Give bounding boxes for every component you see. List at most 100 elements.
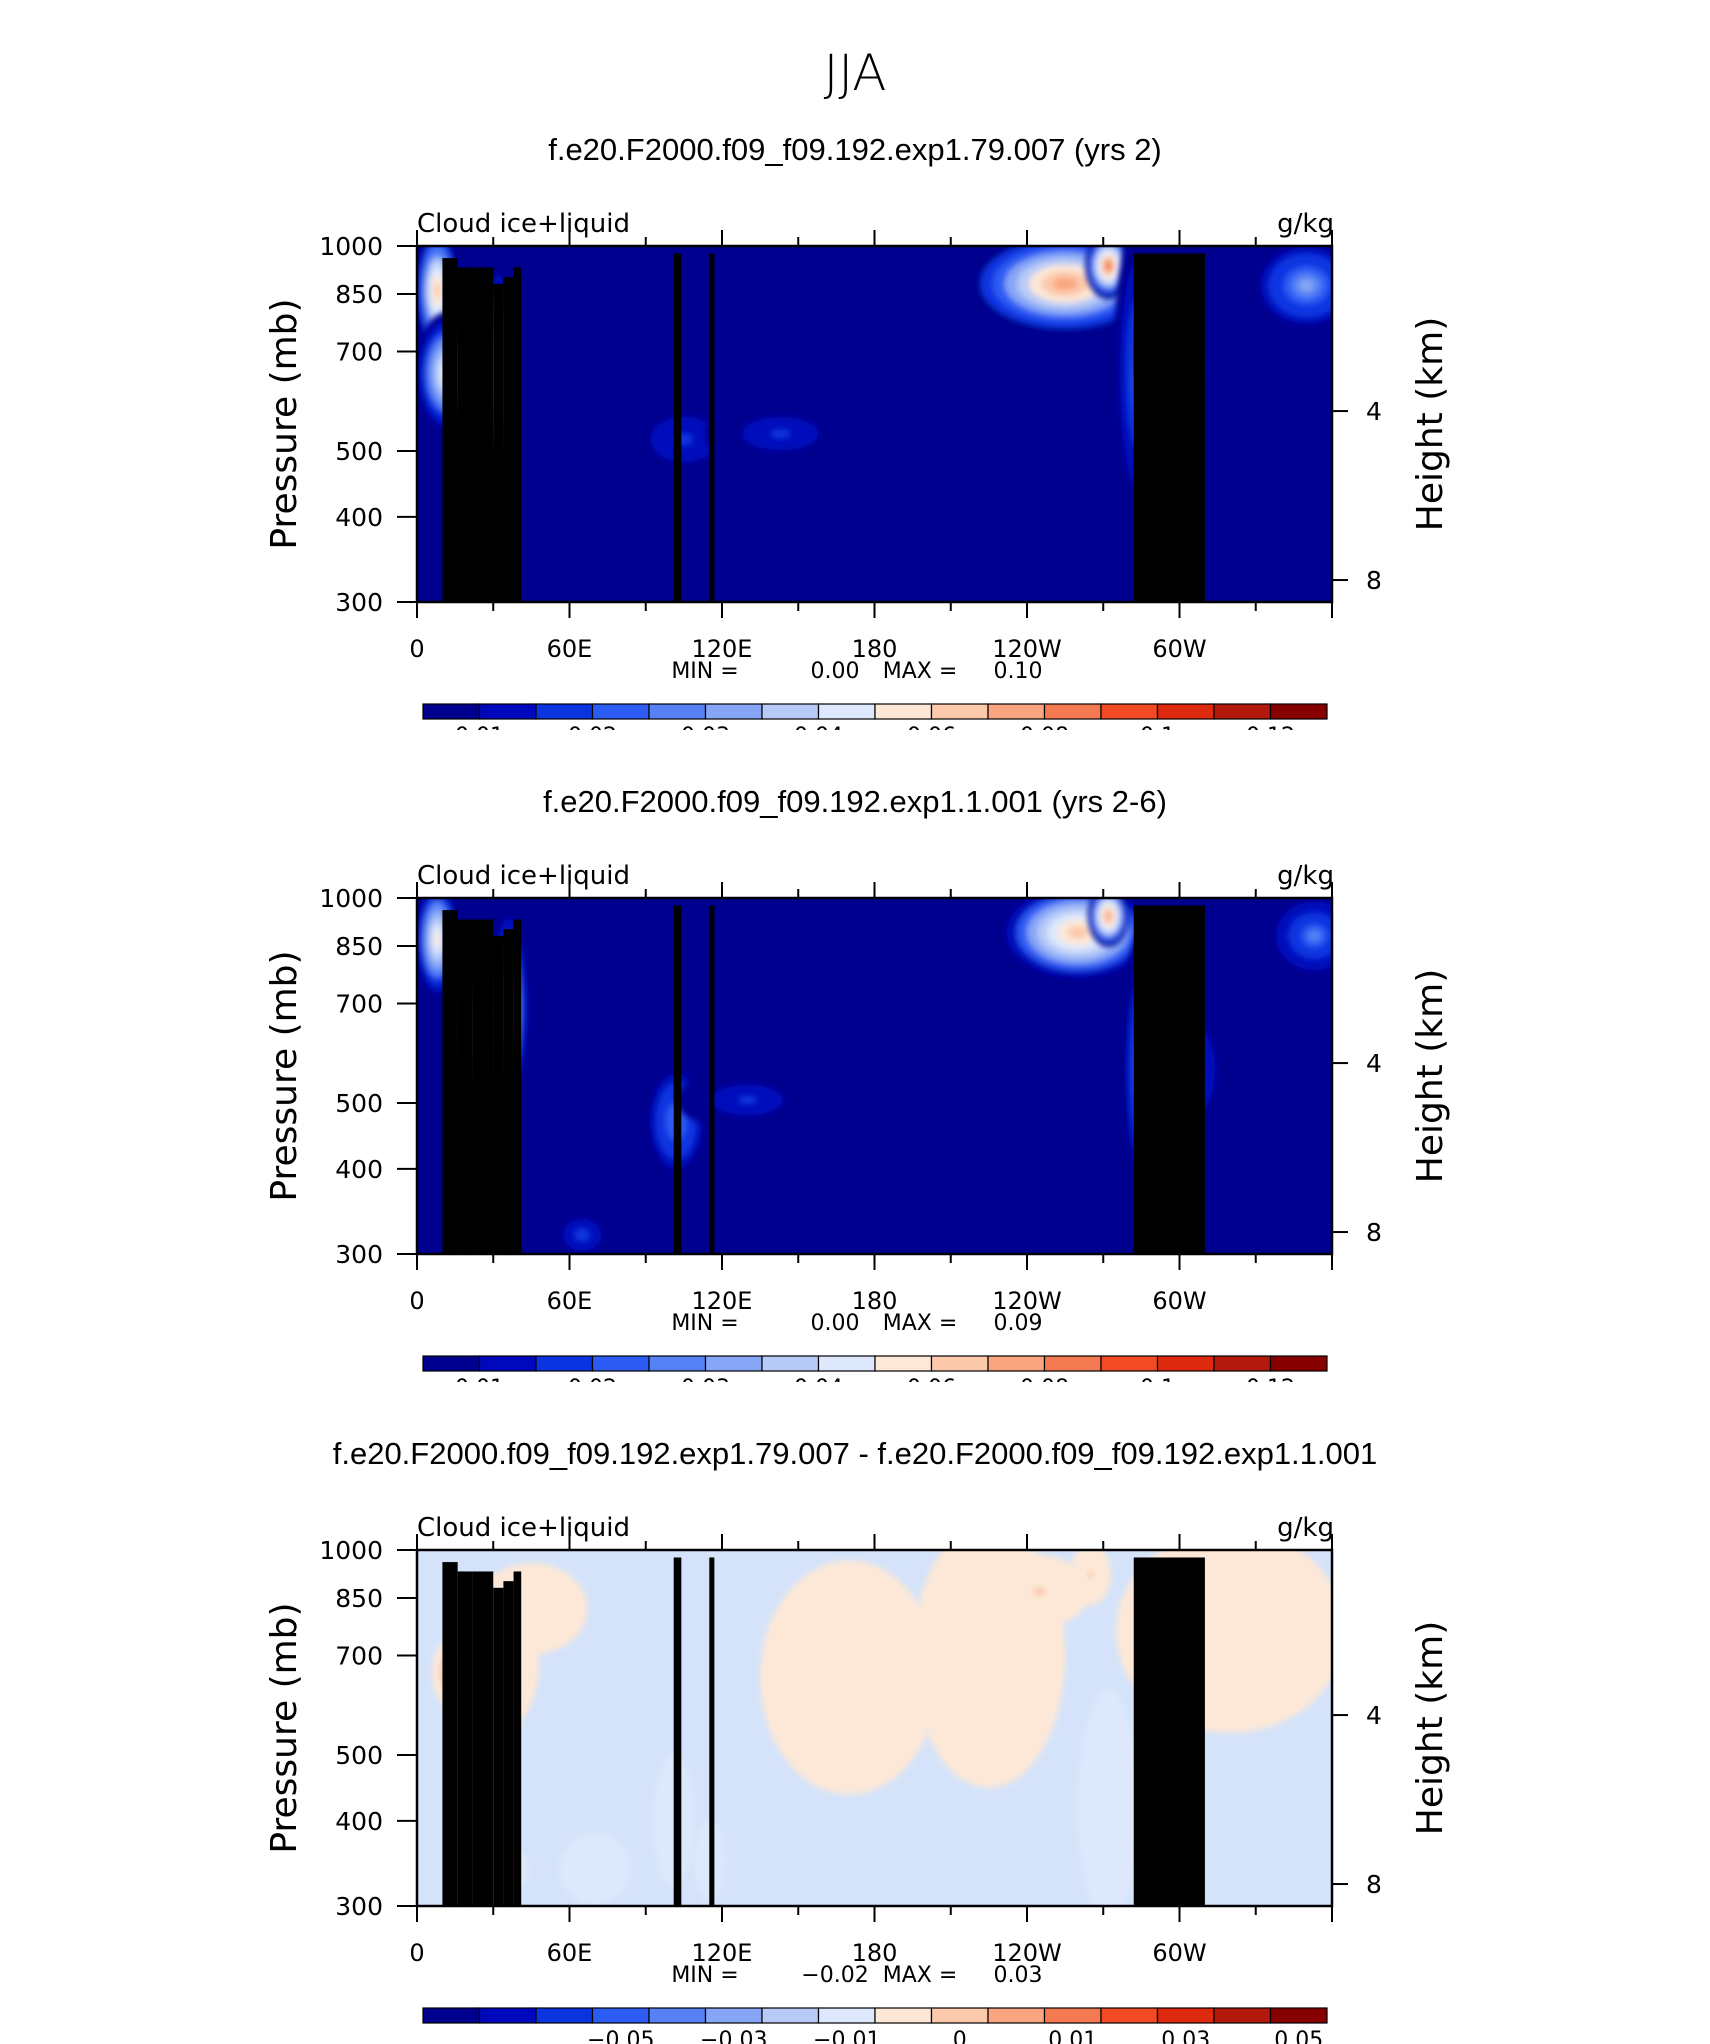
panel-1-colorbar-box xyxy=(591,703,650,720)
panel-3-y-tick-label: 850 xyxy=(335,1584,383,1613)
figure-title: JJA xyxy=(823,44,887,102)
panel-3-min-label: MIN = xyxy=(671,1963,738,1988)
panel-1-feature-4 xyxy=(617,393,750,486)
panel-2-colorbar-box xyxy=(761,1355,820,1372)
panel-1-colorbar: 0.01 0.02 0.03 0.04 0.06 0.08 0.1 0.12 xyxy=(422,703,1328,730)
panel-3-y-tick-label: 500 xyxy=(335,1741,383,1770)
panel-3-colorbar-box xyxy=(1100,2007,1159,2024)
panel-3-colorbar-box xyxy=(591,2007,650,2024)
panel-2-colorbar-box xyxy=(704,1355,763,1372)
panel-1-field xyxy=(417,246,1332,602)
panel-1-colorbar-label: 0.03 xyxy=(681,724,730,730)
panel-3-colorbar: −0.05 −0.03 −0.01 0 0.01 0.03 0.05 xyxy=(422,2007,1328,2044)
panel-3-chart: Cloud ice+liquid g/kg 0 60E 120E 180 120W 60W 30… xyxy=(264,1513,1451,2044)
panel-3-colorbar-box xyxy=(535,2007,594,2024)
panel-2-colorbar-box xyxy=(987,1355,1046,1372)
panel-2-colorbar-label: 0.08 xyxy=(1020,1376,1069,1382)
panel-2-right-axis-title: Height (km) xyxy=(1410,969,1451,1183)
panel-1-x-tick-label: 0 xyxy=(409,635,424,663)
panel-3-x-tick-label: 60E xyxy=(547,1939,593,1967)
panel-3-right-tick-label: 8 xyxy=(1366,1870,1382,1899)
panel-3-colorbar-box xyxy=(478,2007,537,2024)
panel-3-feature-12 xyxy=(988,1555,1091,1627)
panel-2-min-label: MIN = xyxy=(671,1311,738,1336)
panel-2-y-tick-label: 1000 xyxy=(319,884,383,913)
panel-2-variable-label: Cloud ice+liquid xyxy=(417,861,630,891)
panel-2-colorbar-box xyxy=(422,1355,481,1372)
panel-3-max-label: MAX = xyxy=(883,1963,958,1988)
panel-3-colorbar-box xyxy=(930,2007,989,2024)
panel-2-colorbar-box xyxy=(535,1355,594,1372)
panel-3-x-tick-label: 180 xyxy=(852,1939,898,1967)
panel-3-right-axis-title: Height (km) xyxy=(1410,1621,1451,1835)
panel-3-x-tick-label: 0 xyxy=(409,1939,424,1967)
panel-3-y-tick-label: 700 xyxy=(335,1641,383,1670)
panel-1-units-label: g/kg xyxy=(1277,209,1334,239)
panel-2-y-tick-label: 700 xyxy=(335,989,383,1018)
panel-1-terrain xyxy=(442,253,1205,602)
panel-1-colorbar-box xyxy=(1156,703,1215,720)
panel-2-right-tick-label: 4 xyxy=(1366,1049,1382,1078)
panel-1-y-tick-label: 700 xyxy=(335,337,383,366)
panel-1-feature-5 xyxy=(704,400,857,467)
panel-3-y-tick-label: 400 xyxy=(335,1807,383,1836)
panel-3-colorbar-label: −0.05 xyxy=(587,2028,654,2044)
panel-1-right-tick-label: 4 xyxy=(1366,397,1382,426)
panel-1-variable-label: Cloud ice+liquid xyxy=(417,209,630,239)
panel-2-colorbar-label: 0.03 xyxy=(681,1376,730,1382)
panel-1-y-tick-label: 300 xyxy=(335,588,383,617)
panel-2-colorbar-label: 0.1 xyxy=(1140,1376,1175,1382)
panel-2-y-tick-label: 850 xyxy=(335,932,383,961)
panel-2-min-value: 0.00 xyxy=(811,1311,860,1336)
panel-1-x-tick-label: 60E xyxy=(547,635,593,663)
panel-1-colorbar-box xyxy=(1213,703,1272,720)
panel-2-x-tick-label: 60W xyxy=(1152,1287,1206,1315)
panel-2-colorbar-label: 0.12 xyxy=(1246,1376,1295,1382)
panel-2-title: f.e20.F2000.f09_f09.192.exp1.1.001 (yrs … xyxy=(543,784,1167,819)
panel-1-x-tick-label: 60W xyxy=(1152,635,1206,663)
panel-3-colorbar-label: 0.01 xyxy=(1048,2028,1097,2044)
panel-1-colorbar-box xyxy=(761,703,820,720)
panel-2-colorbar-label: 0.04 xyxy=(794,1376,843,1382)
panel-2-colorbar-box xyxy=(648,1355,707,1372)
panel-2-y-axis-title: Pressure (mb) xyxy=(264,950,305,1201)
panel-3-terrain xyxy=(442,1557,1205,1906)
panel-3-colorbar-box xyxy=(1213,2007,1272,2024)
panel-1-y-tick-label: 850 xyxy=(335,280,383,309)
panel-3-right-tick-label: 4 xyxy=(1366,1701,1382,1730)
panel-3-min-value: −0.02 xyxy=(801,1963,868,1988)
panel-2-x-tick-label: 180 xyxy=(852,1287,898,1315)
panel-3-colorbar-label: 0.03 xyxy=(1161,2028,1210,2044)
panel-2-feature-6 xyxy=(676,1069,819,1131)
panel-1-right-tick-label: 8 xyxy=(1366,566,1382,595)
panel-2-feature-11 xyxy=(1263,898,1332,982)
panel-1-y-axis-title: Pressure (mb) xyxy=(264,298,305,549)
panel-3-title: f.e20.F2000.f09_f09.192.exp1.79.007 - f.… xyxy=(332,1436,1378,1471)
panel-2-x-tick-label: 60E xyxy=(547,1287,593,1315)
panel-1-colorbar-box xyxy=(930,703,989,720)
panel-3-feature-2 xyxy=(559,1833,631,1905)
panel-1-colorbar-box xyxy=(704,703,763,720)
panel-2-feature-8 xyxy=(1088,898,1129,947)
panel-1-colorbar-label: 0.08 xyxy=(1020,724,1069,730)
panel-3-colorbar-box xyxy=(761,2007,820,2024)
panel-1-colorbar-box xyxy=(1269,703,1328,720)
panel-2-colorbar-box xyxy=(1213,1355,1272,1372)
panel-3-colorbar-box xyxy=(704,2007,763,2024)
panel-2-feature-4 xyxy=(551,1209,613,1254)
panel-2-colorbar: 0.01 0.02 0.03 0.04 0.06 0.08 0.1 0.12 xyxy=(422,1355,1328,1382)
panel-2-y-tick-label: 300 xyxy=(335,1240,383,1269)
panel-1-max-value: 0.10 xyxy=(994,659,1043,684)
panel-2-colorbar-box xyxy=(1043,1355,1102,1372)
panel-2-y-tick-label: 500 xyxy=(335,1089,383,1118)
panel-3-colorbar-label: 0 xyxy=(953,2028,967,2044)
panel-1-colorbar-label: 0.1 xyxy=(1140,724,1175,730)
panel-2-colorbar-box xyxy=(1100,1355,1159,1372)
panel-2-colorbar-label: 0.01 xyxy=(455,1376,504,1382)
panel-3-field xyxy=(417,1550,1332,1906)
panel-1-y-tick-label: 1000 xyxy=(319,232,383,261)
panel-2-max-value: 0.09 xyxy=(994,1311,1043,1336)
panel-2-colorbar-label: 0.02 xyxy=(568,1376,617,1382)
panel-1-colorbar-label: 0.02 xyxy=(568,724,617,730)
panel-2-x-tick-label: 0 xyxy=(409,1287,424,1315)
